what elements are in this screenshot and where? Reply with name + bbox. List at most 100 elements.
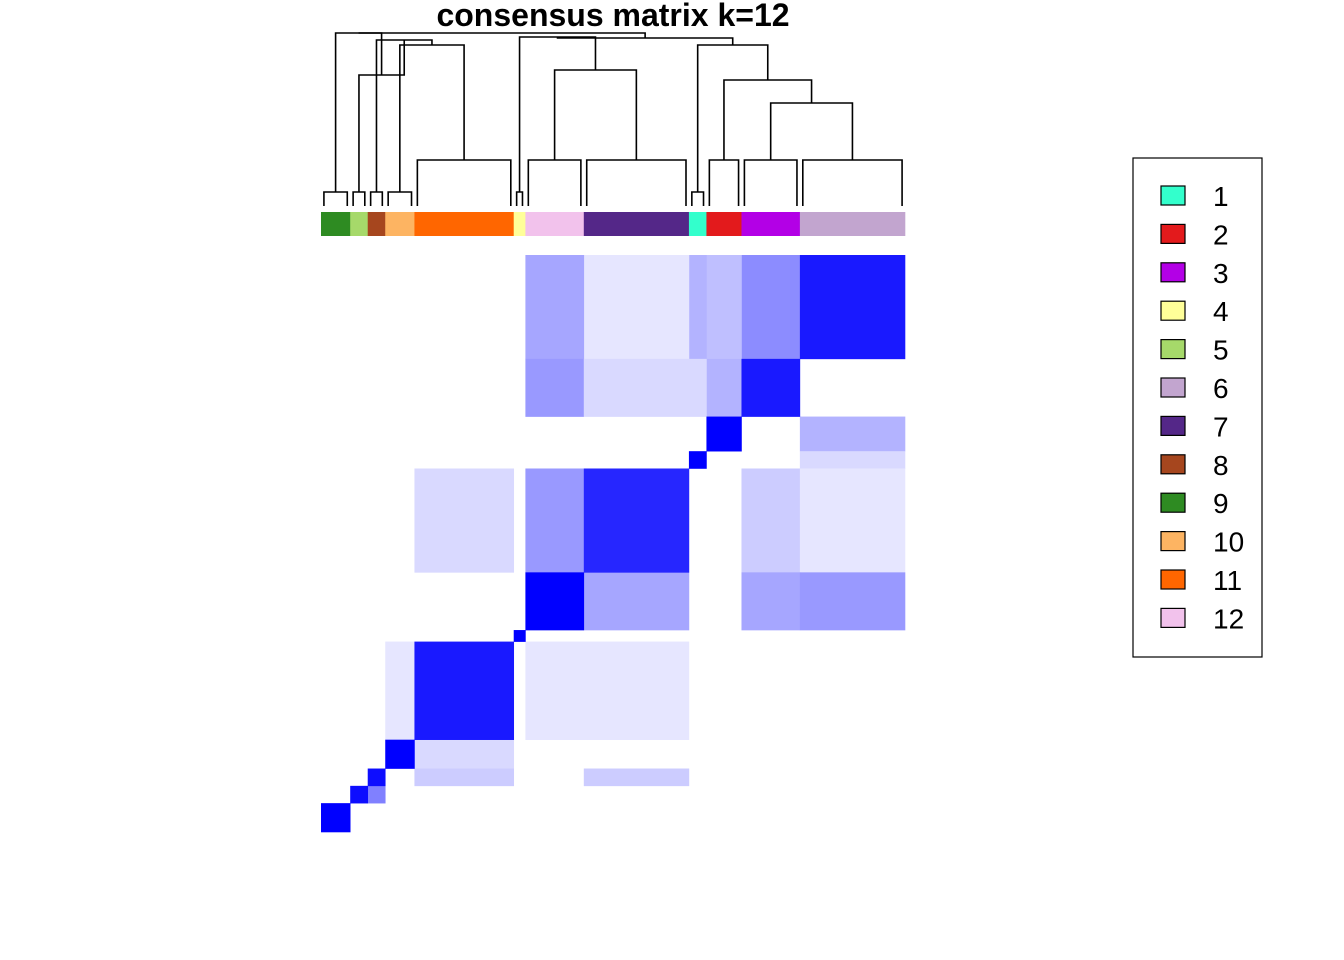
annotation-cell-10: [385, 212, 415, 236]
offdiag-cell-7-3: [741, 468, 801, 573]
offdiag-cell-11-7: [583, 641, 690, 740]
annotation-cell-3: [741, 212, 801, 236]
dendrogram-merge-a: [399, 44, 465, 192]
consensus-heatmap: [321, 255, 906, 833]
offdiag-cell-1-6: [799, 451, 906, 469]
legend-swatch-12: [1160, 607, 1186, 629]
dendrogram-root: [358, 32, 646, 38]
offdiag-cell-12-3: [741, 572, 801, 631]
legend-swatch-10: [1160, 530, 1186, 552]
legend-swatch-2: [1160, 223, 1186, 244]
annotation-cell-5: [350, 212, 369, 236]
legend-label-9: 9: [1213, 488, 1229, 519]
offdiag-cell-6-12: [525, 255, 585, 360]
legend-label-7: 7: [1213, 411, 1229, 442]
offdiag-cell-11-10: [385, 641, 415, 740]
legend-swatch-6: [1160, 377, 1186, 398]
dendrogram-merge-e: [553, 69, 638, 160]
dendrogram-merge-j: [556, 37, 734, 45]
diagonal-block-8: [367, 768, 386, 787]
legend-swatch-7: [1160, 415, 1186, 436]
legend-swatch-8: [1160, 454, 1186, 475]
diagonal-block-2: [706, 416, 742, 452]
diagonal-block-4: [513, 630, 526, 642]
legend-label-11: 11: [1213, 565, 1242, 596]
diagonal-block-10: [385, 739, 415, 769]
offdiag-cell-11-12: [525, 641, 585, 740]
offdiag-cell-7-6: [799, 468, 906, 573]
diagonal-block-3: [741, 358, 801, 417]
offdiag-cell-3-7: [583, 358, 690, 417]
chart-title: consensus matrix k=12: [436, 0, 789, 33]
offdiag-cell-10-11: [414, 739, 515, 769]
annotation-cell-9: [321, 212, 351, 236]
legend-label-3: 3: [1213, 258, 1229, 289]
legend-swatch-11: [1160, 569, 1186, 590]
offdiag-cell-12-6: [799, 572, 906, 631]
dendrogram-leaf-branch-12: [527, 159, 582, 206]
offdiag-cell-6-2: [706, 255, 742, 360]
dendrogram-leaf-branch-10: [387, 191, 413, 206]
legend-label-5: 5: [1213, 335, 1229, 366]
dendrogram-merge-i: [696, 44, 769, 192]
offdiag-cell-8-11: [414, 768, 515, 787]
offdiag-cell-6-3: [741, 255, 801, 360]
annotation-cell-6: [799, 212, 906, 236]
dendrogram-merge-h: [723, 79, 813, 160]
diagonal-block-1: [688, 451, 707, 469]
dendrogram-leaf-branch-11: [416, 159, 512, 206]
legend-label-1: 1: [1213, 181, 1229, 212]
dendrogram-leaf-branch-2: [708, 159, 740, 206]
offdiag-cell-3-1: [688, 358, 707, 417]
offdiag-cell-6-1: [688, 255, 707, 360]
diagonal-block-6: [799, 255, 906, 360]
legend-box: [1132, 157, 1263, 658]
dendrogram-leaf-branch-7: [585, 159, 687, 206]
dendrogram-leaf-branch-5: [352, 191, 366, 206]
offdiag-cell-12-7: [583, 572, 690, 631]
dendrogram-merge-f: [518, 36, 597, 192]
offdiag-cell-3-2: [706, 358, 742, 417]
offdiag-cell-7-11: [414, 468, 515, 573]
dendrogram-leaf-branch-8: [369, 191, 384, 206]
legend-label-6: 6: [1213, 373, 1229, 404]
annotation-cell-8: [367, 212, 386, 236]
legend-label-4: 4: [1213, 296, 1229, 327]
annotation-cell-4: [513, 212, 526, 236]
annotation-cell-7: [583, 212, 690, 236]
legend-swatch-5: [1160, 339, 1186, 360]
diagonal-block-9: [321, 803, 351, 833]
dendrogram-leaf-branch-3: [743, 159, 798, 206]
dendrogram-leaf-branch-9: [323, 191, 349, 206]
diagonal-block-11: [414, 641, 515, 740]
offdiag-cell-2-6: [799, 416, 906, 452]
annotation-cell-12: [525, 212, 585, 236]
dendrogram-leaf-branch-1: [691, 191, 705, 206]
offdiag-cell-6-7: [583, 255, 690, 360]
dendrogram-merge-g: [769, 102, 854, 160]
legend-label-2: 2: [1213, 219, 1229, 250]
legend-label-10: 10: [1213, 527, 1244, 558]
legend-swatch-3: [1160, 262, 1186, 283]
offdiag-cell-5-8: [367, 785, 386, 804]
dendrogram: [323, 32, 903, 206]
legend-swatch-4: [1160, 300, 1186, 321]
offdiag-cell-8-7: [583, 768, 690, 787]
offdiag-cell-3-12: [525, 358, 585, 417]
legend-swatch-9: [1160, 492, 1186, 513]
diagonal-block-12: [525, 572, 585, 631]
cluster-annotation-bar: [321, 212, 906, 236]
legend-label-8: 8: [1213, 450, 1229, 481]
diagonal-block-7: [583, 468, 690, 573]
dendrogram-leaf-branch-6: [802, 159, 903, 206]
diagonal-block-5: [350, 785, 369, 804]
annotation-cell-1: [688, 212, 707, 236]
dendrogram-leaf-branch-4: [515, 191, 524, 206]
annotation-cell-11: [414, 212, 515, 236]
legend-swatch-1: [1160, 185, 1186, 206]
offdiag-cell-7-12: [525, 468, 585, 573]
annotation-cell-2: [706, 212, 742, 236]
legend-label-12: 12: [1213, 603, 1244, 634]
